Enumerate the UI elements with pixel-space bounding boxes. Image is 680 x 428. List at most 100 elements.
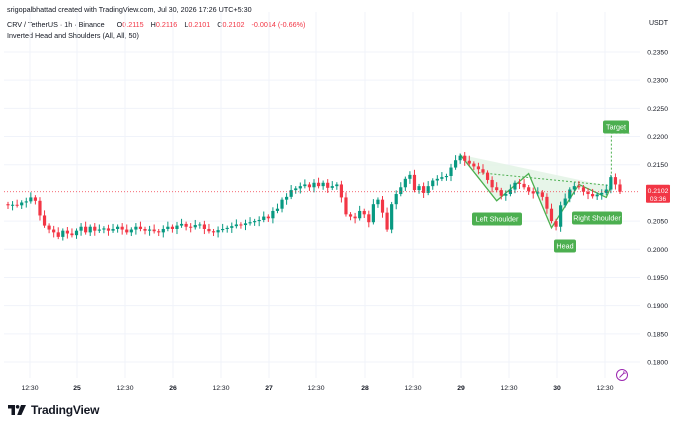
y-tick-label: 0.2050	[647, 219, 668, 226]
candle-body	[152, 229, 156, 232]
symbol-title[interactable]: CRV / TetherUS · 1h · Binance	[7, 20, 105, 29]
candle-body	[399, 187, 403, 195]
tradingview-logo-icon	[8, 405, 26, 415]
time-axis[interactable]: 12:30 25 12:30 26 12:30 27 12:30 28 12:30 29 12:30…	[21, 369, 628, 393]
candle-body	[284, 196, 289, 200]
candle-body	[618, 184, 622, 192]
candle-body	[422, 186, 426, 193]
head-label[interactable]: Head	[554, 239, 576, 253]
candle-body	[376, 199, 380, 205]
pattern-zigzag	[459, 154, 612, 230]
candle-body	[581, 187, 586, 192]
candle-body	[166, 226, 170, 229]
right-shoulder-label[interactable]: Right Shoulder	[572, 211, 622, 225]
candle-body	[362, 210, 366, 215]
candle-body	[394, 194, 398, 205]
candle-body	[184, 223, 188, 227]
candle-body	[216, 230, 220, 233]
candle-body	[74, 230, 79, 236]
change-value: -0.0014 (-0.66%)	[251, 20, 306, 29]
x-tick-label: 12:30	[212, 385, 229, 392]
left-shoulder-label-text: Left Shoulder	[476, 215, 519, 224]
target-label-text: Target	[606, 123, 626, 132]
x-tick-label: 12:30	[596, 385, 613, 392]
head-label-box	[554, 239, 576, 253]
candle-body	[577, 186, 581, 188]
candle-body	[495, 187, 499, 191]
candle-body	[65, 230, 69, 234]
x-tick-label: 12:30	[404, 385, 421, 392]
right-shoulder-label-box	[572, 211, 622, 225]
y-tick-label: 0.2300	[647, 78, 668, 85]
candle-body	[198, 224, 202, 226]
candle-body	[52, 229, 56, 233]
x-tick-label: 12:30	[500, 385, 517, 392]
candle-body	[472, 163, 476, 167]
target-label[interactable]: Target	[603, 120, 629, 134]
candle-body	[348, 214, 353, 217]
candle-body	[595, 194, 599, 197]
candle-body	[385, 212, 389, 230]
candle-body	[600, 192, 604, 195]
candle-body	[56, 232, 60, 237]
magic-tool-icon[interactable]	[616, 369, 628, 381]
candle-body	[243, 223, 248, 226]
candle-body	[412, 174, 417, 191]
tradingview-brand[interactable]: TradingView	[8, 403, 99, 417]
candle-body	[33, 197, 38, 201]
candle-body	[367, 214, 371, 223]
left-shoulder-label-box	[472, 212, 522, 226]
candle-body	[604, 189, 608, 193]
candle-body	[371, 204, 375, 223]
candle-body	[458, 155, 462, 161]
left-shoulder-label[interactable]: Left Shoulder	[472, 212, 522, 226]
candle-body	[344, 197, 348, 215]
candle-body	[120, 226, 124, 230]
candle-body	[435, 178, 439, 181]
high-value: 0.2116	[155, 20, 178, 29]
candle-body	[536, 192, 540, 194]
candle-body	[271, 210, 275, 219]
candle-body	[93, 226, 97, 231]
pattern-area	[460, 154, 611, 228]
candle-body	[225, 227, 229, 229]
candle-body	[134, 226, 138, 230]
candle-body	[568, 189, 572, 199]
target-label-box	[603, 120, 629, 134]
candle-body	[29, 197, 33, 202]
x-tick-label: 28	[361, 385, 369, 392]
candle-body	[545, 196, 549, 209]
magic-tool-ring	[616, 369, 628, 381]
y-tick-label: 0.2000	[647, 247, 668, 254]
candle-body	[143, 228, 147, 231]
candle-body	[563, 198, 567, 206]
candle-body	[522, 183, 526, 188]
candle-body	[61, 230, 65, 237]
candle-body	[417, 186, 421, 191]
indicator-legend[interactable]: Inverted Head and Shoulders (All, All, 5…	[7, 31, 139, 40]
candle-body	[513, 182, 517, 190]
candle-body	[463, 155, 467, 161]
candle-body	[38, 200, 42, 216]
candle-body	[161, 228, 165, 233]
candle-body	[586, 191, 590, 195]
candle-body	[298, 186, 302, 189]
y-tick-label: 0.1900	[647, 303, 668, 310]
candle-body	[234, 224, 238, 227]
candle-body	[481, 169, 485, 173]
price-axis[interactable]: USDT 0.2350 0.2300 0.2250 0.2200 0.2150 0.2050…	[647, 20, 669, 367]
candle-body	[24, 201, 28, 203]
candle-body	[517, 182, 522, 184]
head-label-text: Head	[556, 242, 573, 251]
candle-body	[540, 192, 544, 197]
candle-body	[613, 177, 618, 185]
candle-body	[248, 222, 252, 224]
high-label: H	[150, 20, 156, 29]
candles	[6, 152, 622, 241]
candle-body	[111, 228, 115, 231]
candle-body	[70, 233, 74, 236]
x-tick-label: 12:30	[307, 385, 324, 392]
candle-body	[312, 182, 316, 188]
